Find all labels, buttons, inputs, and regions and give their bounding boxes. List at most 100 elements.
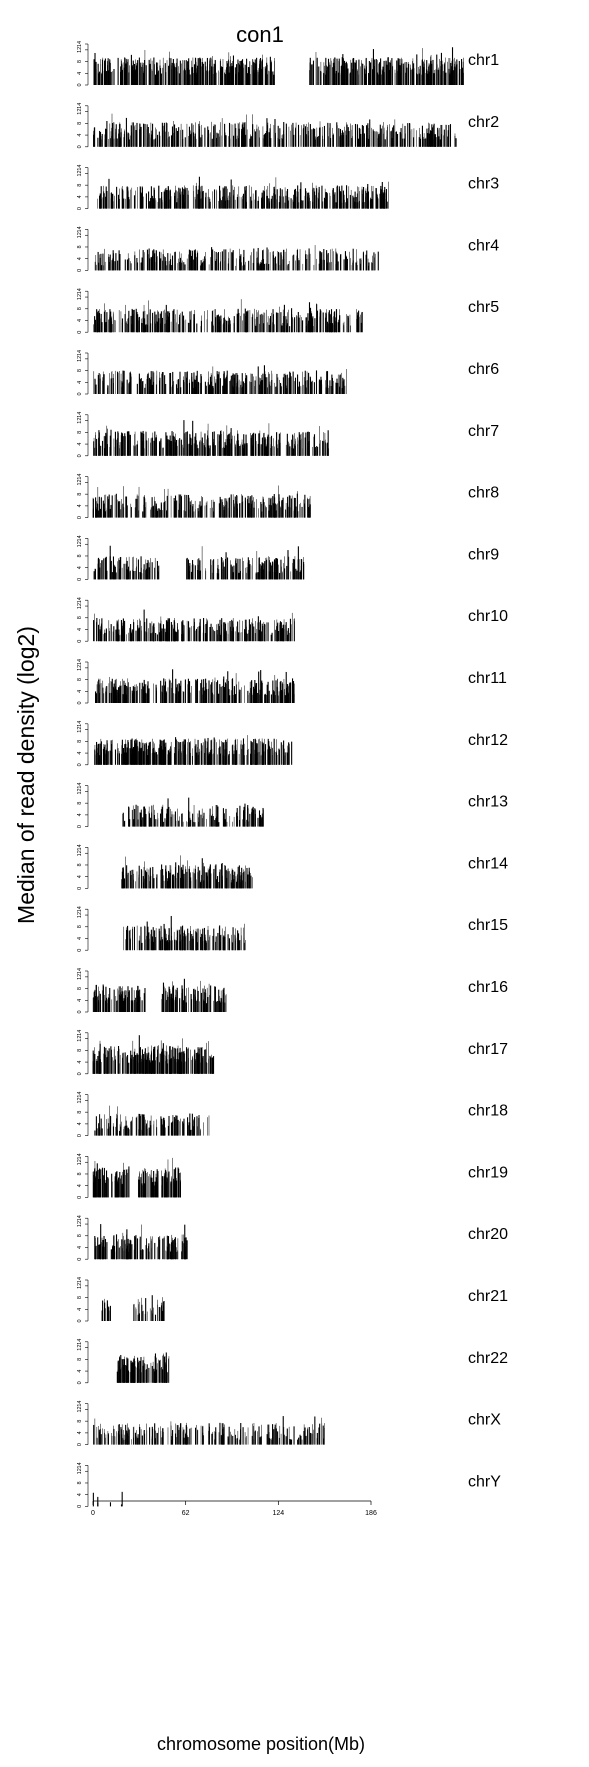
y-axis-label: Median of read density (log2) [13, 626, 39, 924]
y-tick-label: 4 [77, 195, 83, 198]
y-tick-label: 8 [77, 307, 83, 310]
y-tick-label: 4 [77, 319, 83, 322]
y-tick-label: 0 [77, 83, 83, 86]
y-tick-label: 4 [77, 566, 83, 569]
y-tick-label: 0 [77, 454, 83, 457]
y-tick-label: 8 [77, 493, 83, 496]
y-tick-label: 8 [77, 740, 83, 743]
chromosome-label: chr12 [468, 732, 508, 749]
y-tick-label: 0 [77, 145, 83, 148]
y-tick-label: 12 [77, 541, 83, 547]
y-tick-label: 14 [77, 535, 83, 541]
y-tick-label: 14 [77, 844, 83, 850]
y-tick-label: 14 [77, 783, 83, 789]
y-tick-label: 8 [77, 122, 83, 125]
chromosome-label: chr11 [468, 670, 507, 687]
y-tick-label: 14 [77, 226, 83, 232]
y-tick-label: 14 [77, 288, 83, 294]
y-tick-label: 4 [77, 813, 83, 816]
y-tick-label: 4 [77, 628, 83, 631]
y-tick-label: 12 [77, 603, 83, 609]
chromosome-label: chr5 [468, 299, 499, 316]
y-tick-label: 4 [77, 443, 83, 446]
y-tick-label: 12 [77, 850, 83, 856]
y-tick-label: 14 [77, 165, 83, 171]
y-tick-label: 14 [77, 721, 83, 727]
y-tick-label: 4 [77, 257, 83, 260]
y-tick-label: 14 [77, 41, 83, 47]
y-tick-label: 12 [77, 727, 83, 733]
chromosome-label: chr6 [468, 361, 499, 378]
y-tick-label: 4 [77, 690, 83, 693]
y-tick-label: 0 [77, 825, 83, 828]
y-tick-label: 14 [77, 350, 83, 356]
y-tick-label: 14 [77, 597, 83, 603]
y-tick-label: 12 [77, 356, 83, 362]
chromosome-label: chr1 [468, 52, 499, 69]
y-tick-label: 8 [77, 616, 83, 619]
y-tick-label: 0 [77, 207, 83, 210]
y-tick-label: 12 [77, 232, 83, 238]
y-tick-label: 14 [77, 474, 83, 480]
y-tick-label: 0 [77, 269, 83, 272]
y-tick-label: 0 [77, 701, 83, 704]
y-tick-label: 8 [77, 554, 83, 557]
y-tick-label: 4 [77, 504, 83, 507]
y-tick-label: 8 [77, 431, 83, 434]
chromosome-label: chr3 [468, 176, 499, 193]
y-tick-label: 0 [77, 640, 83, 643]
y-tick-label: 12 [77, 788, 83, 794]
y-tick-label: 0 [77, 516, 83, 519]
y-tick-label: 0 [77, 887, 83, 890]
y-tick-label: 12 [77, 479, 83, 485]
y-tick-label: 0 [77, 331, 83, 334]
chromosome-label: chr4 [468, 237, 499, 254]
y-tick-label: 8 [77, 60, 83, 63]
y-tick-label: 8 [77, 863, 83, 866]
y-tick-label: 8 [77, 369, 83, 372]
y-tick-label: 14 [77, 103, 83, 109]
y-tick-label: 14 [77, 412, 83, 418]
chromosome-label: chr10 [468, 608, 508, 625]
y-tick-label: 12 [77, 170, 83, 176]
y-tick-label: 14 [77, 659, 83, 665]
y-tick-label: 4 [77, 72, 83, 75]
y-tick-label: 8 [77, 245, 83, 248]
chromosome-label: chr9 [468, 546, 499, 563]
y-tick-label: 12 [77, 294, 83, 300]
chromosome-label: chr2 [468, 114, 499, 131]
y-tick-label: 4 [77, 752, 83, 755]
chromosome-panels: 0481214chr10481214chr20481214chr30481214… [77, 41, 508, 1508]
chromosome-label: chr8 [468, 485, 499, 502]
y-tick-label: 12 [77, 109, 83, 115]
y-tick-label: 8 [77, 802, 83, 805]
chart-title: con1 [236, 22, 284, 47]
y-tick-label: 4 [77, 381, 83, 384]
y-tick-label: 0 [77, 392, 83, 395]
y-tick-label: 4 [77, 875, 83, 878]
y-tick-label: 0 [77, 578, 83, 581]
y-tick-label: 4 [77, 134, 83, 137]
y-tick-label: 12 [77, 665, 83, 671]
y-tick-label: 8 [77, 184, 83, 187]
y-tick-label: 12 [77, 47, 83, 53]
y-tick-label: 8 [77, 678, 83, 681]
chromosome-label: chr13 [468, 794, 508, 811]
chromosome-label: chr7 [468, 423, 499, 440]
y-tick-label: 12 [77, 418, 83, 424]
